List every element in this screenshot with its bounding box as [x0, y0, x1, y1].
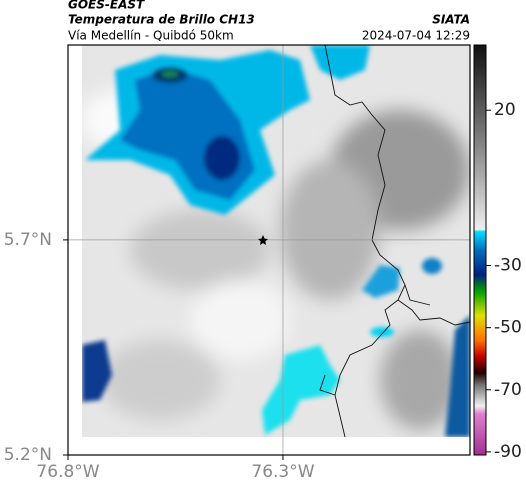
y-tick-label: 5.7°N — [4, 230, 52, 250]
source: SIATA — [432, 13, 470, 27]
colorbar-label: -90 — [494, 442, 522, 462]
colorbar — [473, 44, 487, 456]
x-tick-label: 76.8°W — [36, 462, 99, 482]
x-tick-label: 76.3°W — [251, 462, 314, 482]
region: Vía Medellín - Quibdó 50km — [68, 29, 234, 43]
imagery — [82, 45, 470, 437]
colorbar-label: -70 — [494, 380, 522, 400]
city-marker — [258, 235, 268, 245]
title: GOES-EAST — [68, 0, 145, 12]
colorbar-label: -50 — [494, 318, 522, 338]
colorbar-label: -30 — [494, 256, 522, 276]
map-frame — [67, 44, 471, 456]
boundaries — [319, 44, 471, 438]
subtitle: Temperatura de Brillo CH13 — [68, 13, 255, 27]
grid — [68, 45, 470, 455]
date: 2024-07-04 12:29 — [362, 29, 470, 43]
y-tick-label: 5.2°N — [4, 445, 52, 465]
colorbar-label: 20 — [494, 100, 516, 120]
